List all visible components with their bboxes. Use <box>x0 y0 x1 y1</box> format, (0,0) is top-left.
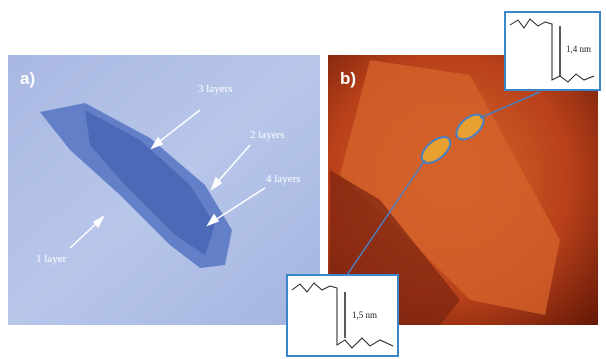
annotation: 4 layers <box>266 173 301 185</box>
panel-label: a) <box>20 69 35 88</box>
panel-label: b) <box>340 69 356 88</box>
figure: a) 3 layers 2 layers 4 layers 1 layer b)… <box>0 0 606 359</box>
annotation: 3 layers <box>198 83 233 95</box>
annotation: 2 layers <box>250 129 285 141</box>
height-label: 1,4 nm <box>566 44 591 54</box>
height-label: 1,5 nm <box>352 310 377 320</box>
annotation: 1 layer <box>36 253 67 265</box>
inset-bottom: 1,5 nm <box>287 275 398 356</box>
panel-a: a) 3 layers 2 layers 4 layers 1 layer <box>8 55 320 325</box>
inset-top: 1,4 nm <box>505 12 600 90</box>
